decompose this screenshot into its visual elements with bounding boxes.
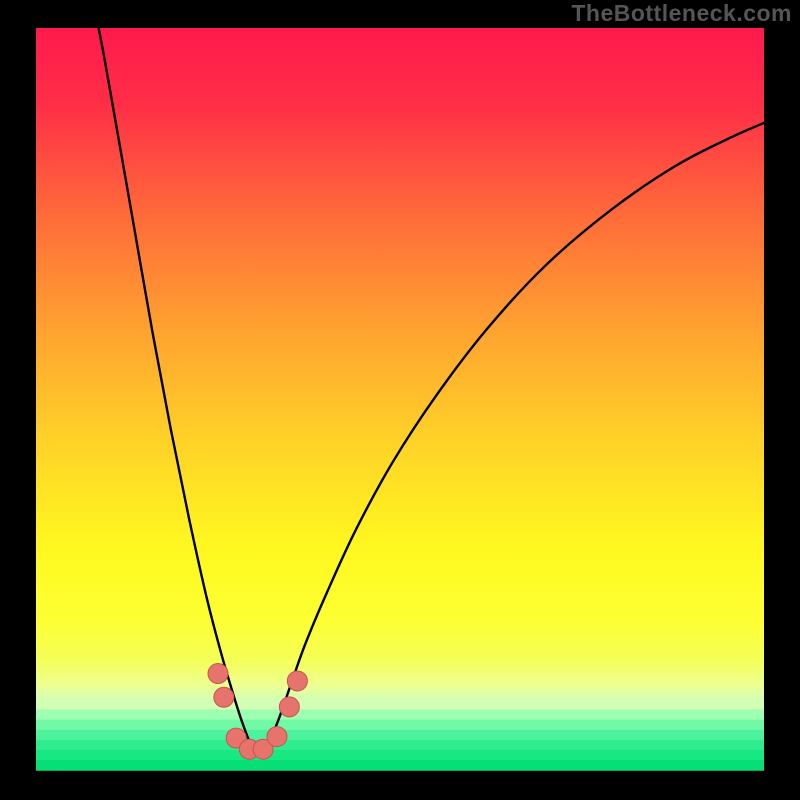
green-band	[36, 710, 764, 721]
optimum-marker	[214, 687, 234, 707]
optimum-marker	[279, 697, 299, 717]
green-band	[36, 750, 764, 761]
bottleneck-chart	[0, 0, 800, 800]
green-band	[36, 760, 764, 771]
gradient-background	[36, 28, 764, 770]
green-band	[36, 730, 764, 741]
optimum-marker	[287, 671, 307, 691]
green-band	[36, 740, 764, 751]
green-band	[36, 700, 764, 711]
optimum-marker	[267, 727, 287, 747]
watermark-text: TheBottleneck.com	[571, 0, 792, 27]
green-band	[36, 720, 764, 731]
optimum-marker	[208, 664, 228, 684]
